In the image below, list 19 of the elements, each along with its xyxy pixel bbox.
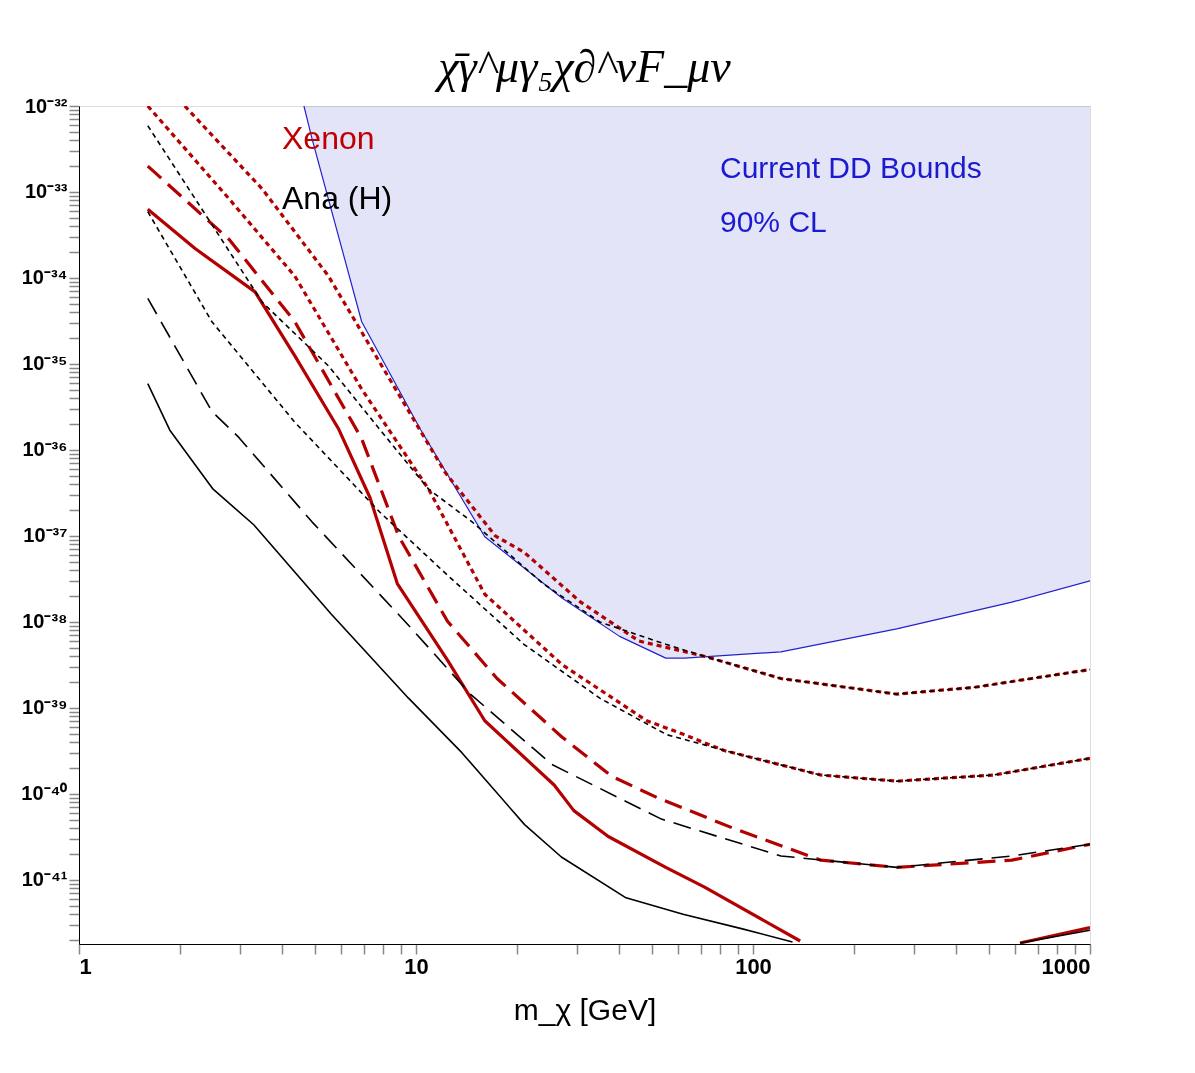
annotation: Xenon bbox=[282, 120, 375, 156]
y-tick-label: 10⁻³³ bbox=[24, 180, 68, 203]
annotation: Current DD Bounds bbox=[720, 151, 982, 184]
x-tick-label: 10 bbox=[404, 953, 429, 979]
chart-title: χ̄γ^μγ₅χ∂^νF_μν bbox=[434, 41, 732, 92]
x-tick-label: 1 bbox=[79, 953, 92, 979]
y-tick-label: 10⁻³² bbox=[24, 94, 68, 117]
x-tick-label: 100 bbox=[735, 953, 772, 979]
y-tick-label: 10⁻³⁵ bbox=[22, 352, 68, 375]
y-tick-label: 10⁻³⁴ bbox=[21, 266, 68, 289]
y-tick-label: 10⁻³⁷ bbox=[23, 524, 68, 547]
y-tick-label: 10⁻⁴⁰ bbox=[21, 782, 68, 805]
y-tick-label: 10⁻³⁹ bbox=[22, 696, 68, 719]
y-tick-label: 10⁻³⁸ bbox=[22, 610, 68, 633]
x-axis-title: m_χ [GeV] bbox=[513, 992, 657, 1026]
y-tick-label: 10⁻³⁶ bbox=[22, 438, 68, 461]
annotation: 90% CL bbox=[720, 205, 827, 238]
x-tick-label: 1000 bbox=[1041, 953, 1091, 979]
y-tick-label: 10⁻⁴¹ bbox=[21, 868, 68, 891]
